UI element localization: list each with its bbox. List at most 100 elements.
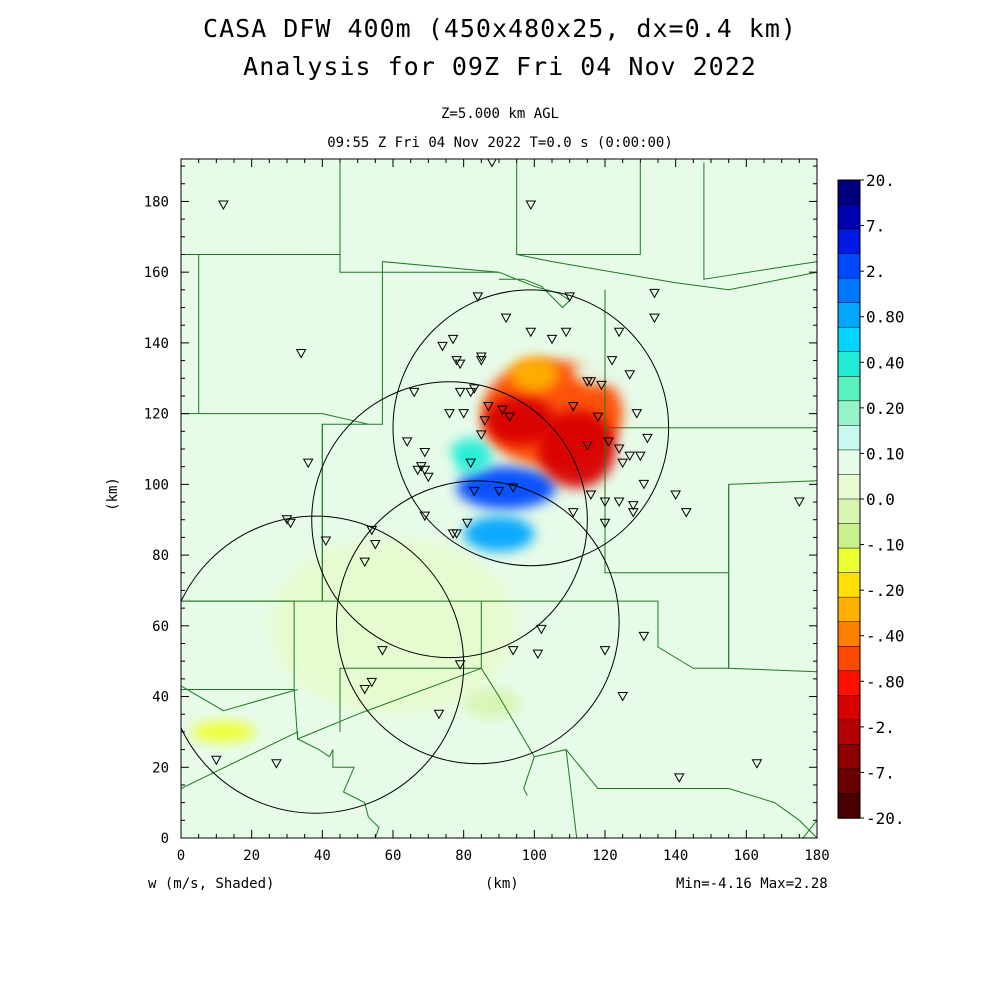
boundary-line xyxy=(181,685,298,712)
station-marker xyxy=(507,483,519,493)
station-marker xyxy=(320,536,332,546)
field-blob xyxy=(509,357,560,393)
field-blob xyxy=(463,689,521,718)
boundary-line xyxy=(297,738,380,838)
colorbar-swatch xyxy=(837,621,861,647)
colorbar-swatch xyxy=(837,228,861,255)
boundary-line xyxy=(534,749,817,838)
station-marker xyxy=(454,660,466,670)
y-tick-label: 40 xyxy=(152,690,169,706)
level-label: Z=5.000 km AGL xyxy=(440,106,559,122)
colorbar-label: 20. xyxy=(866,171,895,190)
station-marker xyxy=(613,497,625,508)
station-marker xyxy=(649,288,660,299)
colorbar-label: 0.10 xyxy=(866,444,905,463)
x-tick-label: 100 xyxy=(522,848,547,864)
field-blob xyxy=(484,395,556,446)
station-marker xyxy=(271,759,282,769)
boundary-line xyxy=(565,749,578,838)
station-marker xyxy=(617,458,629,469)
station-marker xyxy=(599,518,611,529)
station-marker xyxy=(624,370,636,380)
station-marker xyxy=(564,292,576,302)
station-marker xyxy=(567,402,579,412)
colorbar-label: -20. xyxy=(866,809,905,828)
station-marker xyxy=(493,486,505,497)
colorbar-label: 0.20 xyxy=(866,399,905,418)
radar-ring xyxy=(311,381,588,659)
boundary-line xyxy=(703,162,817,280)
colorbar-swatch xyxy=(837,793,861,819)
colorbar-swatch xyxy=(837,768,861,795)
y-tick-label: 180 xyxy=(144,194,169,210)
colorbar-label: -.80 xyxy=(866,672,905,691)
colorbar-swatch xyxy=(837,744,861,770)
station-marker xyxy=(487,159,497,168)
colorbar: 20. 7. 2. 0.80 0.40 0.20 0.10 0.0 -.10 -.20 -.40 -.… xyxy=(837,171,905,828)
station-marker xyxy=(472,292,484,302)
colorbar-swatch xyxy=(837,253,861,279)
y-tick-label: 100 xyxy=(144,477,169,493)
station-marker xyxy=(210,755,222,766)
station-marker xyxy=(218,200,229,210)
station-marker xyxy=(585,490,597,500)
x-tick-label: 0 xyxy=(177,848,185,864)
time-label: 09:55 Z Fri 04 Nov 2022 T=0.0 s (0:00:00… xyxy=(327,135,673,151)
colorbar-label: 7. xyxy=(866,217,885,236)
colorbar-swatch xyxy=(837,474,861,500)
station-marker xyxy=(451,529,462,539)
y-tick-label: 0 xyxy=(161,831,169,847)
radar-ring xyxy=(335,480,620,765)
station-marker xyxy=(638,479,650,490)
colorbar-swatch xyxy=(837,596,861,623)
boundary-line xyxy=(516,254,817,291)
colorbar-swatch xyxy=(837,572,861,598)
colorbar-swatch xyxy=(837,695,861,721)
field-blob xyxy=(269,537,517,715)
station-marker xyxy=(475,430,487,440)
station-marker xyxy=(567,508,579,518)
radar-ring xyxy=(181,515,465,814)
shaded-field xyxy=(191,226,623,743)
station-marker xyxy=(596,380,607,391)
station-marker xyxy=(525,200,537,210)
station-marker xyxy=(468,384,480,394)
station-marker xyxy=(624,451,636,462)
station-marker xyxy=(419,511,431,522)
station-marker xyxy=(507,646,519,656)
station-marker xyxy=(285,518,296,529)
colorbar-swatch xyxy=(837,204,861,230)
station-marker xyxy=(599,646,611,656)
station-marker xyxy=(546,334,558,345)
station-marker xyxy=(366,677,378,688)
boundary-line xyxy=(516,162,641,255)
station-marker xyxy=(458,409,470,419)
colorbar-label: 0.80 xyxy=(866,308,905,327)
station-marker xyxy=(419,448,431,458)
station-marker xyxy=(581,440,593,451)
station-marker xyxy=(465,458,477,469)
colorbar-swatch xyxy=(837,547,861,574)
colorbar-swatch xyxy=(837,302,861,328)
station-marker xyxy=(295,349,307,359)
station-marker xyxy=(603,437,614,447)
field-blob xyxy=(449,438,492,474)
colorbar-swatch xyxy=(837,400,861,427)
station-marker xyxy=(560,327,572,338)
station-marker xyxy=(419,465,431,476)
colorbar-swatch xyxy=(837,326,861,353)
station-marker xyxy=(475,356,487,366)
station-marker xyxy=(461,518,473,529)
station-marker xyxy=(479,416,491,426)
y-tick-label: 120 xyxy=(144,407,169,423)
station-marker xyxy=(634,451,646,462)
station-marker xyxy=(504,412,515,423)
station-marker xyxy=(536,624,547,635)
boundary-line xyxy=(181,600,295,690)
field-blob xyxy=(191,721,256,743)
colorbar-swatch xyxy=(837,277,861,304)
colorbar-swatch xyxy=(837,351,861,378)
station-marker xyxy=(437,341,448,352)
station-marker xyxy=(433,709,445,720)
station-marker xyxy=(627,508,639,518)
